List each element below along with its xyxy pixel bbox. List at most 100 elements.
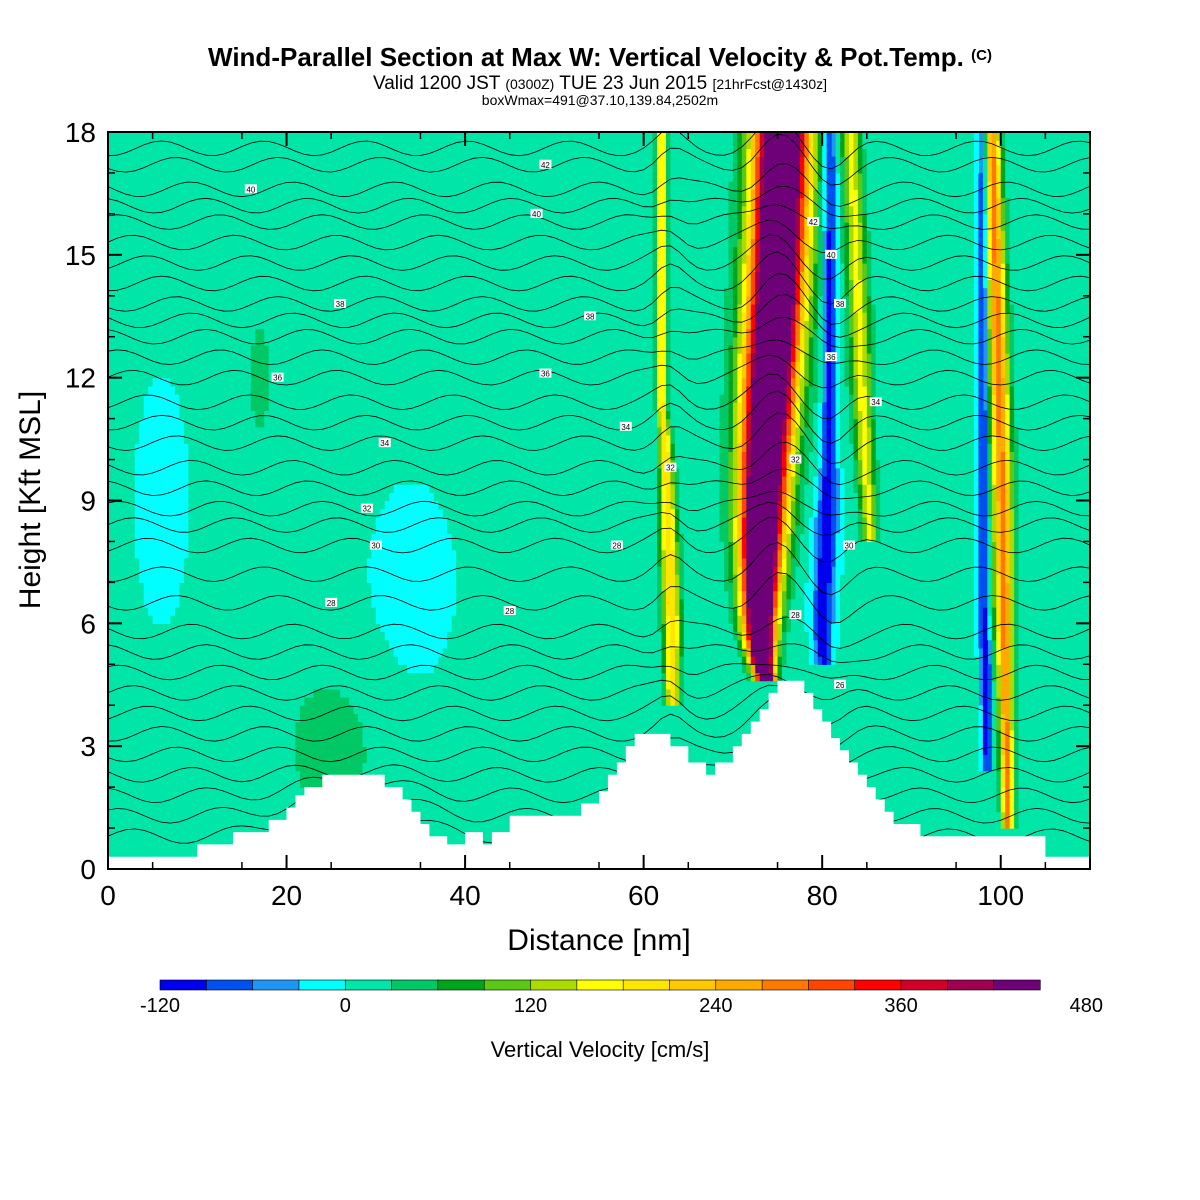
velocity-cell: [782, 606, 788, 616]
velocity-cell: [982, 606, 988, 616]
velocity-cell: [973, 443, 980, 452]
velocity-cell: [741, 181, 747, 190]
velocity-cell: [1009, 246, 1090, 256]
velocity-cell: [746, 574, 774, 583]
velocity-cell: [665, 606, 676, 616]
x-tick-label: 20: [271, 880, 302, 911]
velocity-cell: [746, 467, 752, 477]
velocity-cell: [1000, 574, 1006, 583]
velocity-cell: [657, 279, 667, 289]
colorbar-swatch: [344, 979, 393, 991]
velocity-cell: [670, 336, 725, 346]
velocity-cell: [1014, 754, 1020, 764]
velocity-cell: [808, 557, 814, 567]
velocity-cell: [996, 418, 1002, 428]
velocity-cell: [143, 598, 181, 608]
velocity-cell: [764, 132, 801, 141]
velocity-cell: [375, 606, 457, 616]
velocity-cell: [835, 426, 841, 436]
velocity-cell: [746, 533, 779, 543]
velocity-cell: [982, 680, 988, 690]
velocity-cell: [670, 213, 730, 223]
velocity-cell: [840, 623, 975, 633]
velocity-cell: [973, 484, 980, 493]
velocity-cell: [746, 451, 752, 461]
velocity-cell: [831, 279, 837, 289]
velocity-cell: [835, 377, 841, 387]
velocity-cell: [1018, 811, 1090, 821]
velocity-cell: [665, 189, 672, 199]
theta-contour-line: [108, 251, 1090, 305]
colorbar-tick-label: -120: [140, 995, 180, 1017]
theta-contour-line: [108, 674, 1090, 701]
velocity-cell: [987, 254, 993, 264]
velocity-cell: [657, 205, 667, 215]
velocity-cell: [817, 295, 823, 305]
velocity-cell: [982, 713, 988, 723]
velocity-cell: [991, 574, 997, 583]
velocity-cell: [804, 484, 814, 493]
velocity-cell: [188, 492, 390, 502]
velocity-cell: [826, 590, 832, 600]
velocity-cell: [1009, 680, 1015, 690]
velocity-cell: [719, 426, 730, 436]
velocity-cell: [799, 443, 805, 452]
velocity-cell: [813, 344, 819, 354]
velocity-cell: [987, 263, 993, 272]
velocity-cell: [665, 197, 672, 207]
velocity-cell: [741, 410, 747, 420]
velocity-cell: [826, 615, 832, 624]
velocity-cell: [1018, 721, 1090, 731]
velocity-cell: [108, 197, 654, 207]
velocity-cell: [679, 566, 685, 575]
velocity-cell: [826, 287, 832, 297]
velocity-cell: [755, 344, 792, 354]
velocity-cell: [991, 377, 997, 387]
velocity-cell: [773, 664, 779, 674]
x-axis-label: Distance [nm]: [507, 924, 690, 957]
velocity-cell: [996, 459, 1002, 469]
velocity-cell: [777, 574, 783, 583]
velocity-cell: [978, 320, 984, 330]
velocity-cell: [665, 410, 672, 420]
velocity-cell: [996, 606, 1002, 616]
velocity-cell: [380, 508, 444, 518]
velocity-cell: [737, 140, 743, 149]
velocity-cell: [255, 410, 265, 420]
velocity-cell: [973, 402, 980, 412]
velocity-cell: [862, 344, 868, 354]
velocity-cell: [844, 312, 850, 321]
velocity-cell: [871, 312, 877, 321]
velocity-cell: [773, 574, 779, 583]
theta-label-box: [539, 159, 552, 169]
velocity-cell: [665, 697, 672, 706]
velocity-cell: [848, 295, 855, 305]
velocity-cell: [880, 467, 975, 477]
velocity-cell: [991, 353, 997, 362]
velocity-cell: [996, 647, 1002, 657]
velocity-cell: [741, 475, 747, 485]
velocity-cell: [741, 434, 747, 444]
velocity-cell: [746, 394, 752, 403]
velocity-cell: [996, 197, 1002, 207]
velocity-cell: [657, 516, 663, 526]
velocity-cell: [764, 140, 801, 149]
velocity-cell: [982, 615, 988, 624]
velocity-cell: [108, 377, 154, 387]
velocity-cell: [661, 688, 667, 698]
velocity-cell: [665, 344, 672, 354]
velocity-cell: [987, 557, 993, 567]
velocity-cell: [996, 181, 1002, 190]
velocity-cell: [670, 140, 734, 149]
velocity-cell: [786, 615, 792, 624]
velocity-cell: [183, 557, 368, 567]
velocity-cell: [442, 508, 658, 518]
velocity-cell: [871, 402, 877, 412]
velocity-cell: [978, 410, 988, 420]
velocity-cell: [746, 336, 752, 346]
velocity-cell: [728, 484, 734, 493]
velocity-cell: [674, 631, 680, 641]
velocity-cell: [657, 377, 667, 387]
velocity-cell: [795, 336, 801, 346]
velocity-cell: [857, 418, 863, 428]
